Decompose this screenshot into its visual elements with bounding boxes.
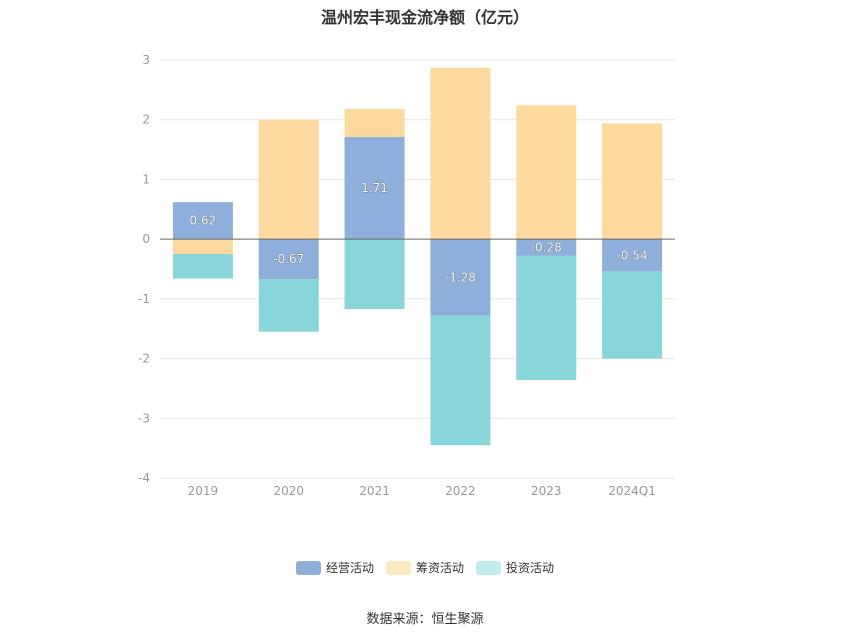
bar-operating[interactable] [602, 239, 663, 272]
chart-title: 温州宏丰现金流净额（亿元） [320, 8, 529, 27]
chart-legend: 经营活动 筹资活动 投资活动 [0, 559, 850, 576]
data-label-operating: -0.28 [531, 241, 562, 255]
bar-financing[interactable] [344, 108, 405, 138]
bar-investing[interactable] [516, 255, 577, 381]
y-tick-label: -1 [138, 292, 150, 306]
legend-item-financing[interactable]: 筹资活动 [385, 559, 464, 576]
bar-financing[interactable] [258, 119, 319, 240]
bar-investing[interactable] [344, 239, 405, 310]
bar-investing[interactable] [430, 315, 491, 446]
y-tick-label: 0 [142, 232, 150, 246]
y-tick-label: 3 [142, 53, 150, 67]
legend-swatch-operating [295, 560, 321, 575]
legend-label-operating: 经营活动 [325, 561, 374, 575]
axis-layer: 3 2 1 0 -1 -2 -3 -4 2019 2020 2021 2022 2023 2024Q1 [138, 53, 675, 498]
data-label-operating: 0.62 [190, 214, 217, 228]
x-tick-label: 2021 [359, 484, 390, 498]
bars-layer [172, 67, 663, 446]
data-label-operating: -1.28 [445, 270, 476, 284]
bar-operating[interactable] [516, 239, 577, 256]
bar-investing[interactable] [258, 279, 319, 332]
x-tick-label: 2023 [531, 484, 562, 498]
bar-operating[interactable] [430, 239, 491, 316]
bar-operating[interactable] [258, 239, 319, 280]
bar-operating[interactable] [172, 202, 233, 240]
y-tick-label: -3 [138, 411, 150, 425]
legend-swatch-financing [385, 560, 411, 575]
grid-layer [160, 59, 675, 479]
legend-label-financing: 筹资活动 [415, 561, 464, 575]
bar-financing[interactable] [516, 105, 577, 240]
bar-operating[interactable] [344, 137, 405, 240]
data-source: 数据来源：恒生聚源 [366, 612, 484, 627]
bar-investing[interactable] [172, 254, 233, 279]
y-tick-label: 2 [142, 113, 150, 127]
y-tick-label: 1 [142, 172, 150, 186]
legend-swatch-investing [476, 560, 501, 575]
legend-item-investing[interactable]: 投资活动 [476, 559, 554, 576]
data-label-operating: 1.71 [361, 181, 388, 195]
x-tick-label: 2024Q1 [608, 484, 656, 498]
data-label-operating: -0.54 [617, 248, 648, 262]
legend-item-operating[interactable]: 经营活动 [295, 559, 374, 576]
bar-financing[interactable] [172, 239, 233, 255]
y-tick-label: -4 [138, 471, 150, 485]
bar-financing[interactable] [430, 67, 491, 240]
x-tick-label: 2022 [445, 484, 476, 498]
bar-investing[interactable] [602, 271, 663, 359]
x-tick-label: 2019 [188, 484, 219, 498]
y-tick-label: -2 [138, 352, 150, 366]
data-label-operating: -0.67 [273, 252, 304, 266]
legend-label-investing: 投资活动 [506, 561, 555, 575]
bar-financing[interactable] [602, 123, 663, 240]
labels-layer: 0.62 -0.67 1.71 -1.28 -0.28 -0.54 [189, 181, 648, 285]
x-tick-label: 2020 [273, 484, 304, 498]
